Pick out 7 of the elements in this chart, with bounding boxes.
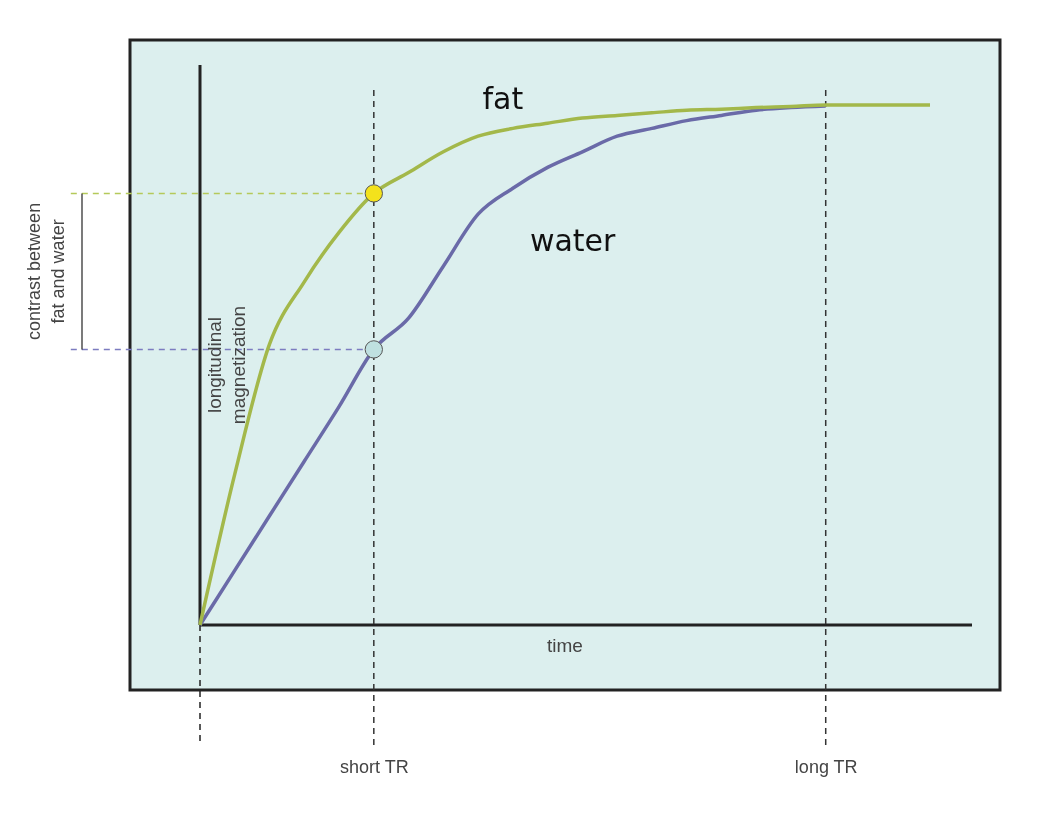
series-label: water [529,223,617,259]
text: contrast between fat and water [24,202,68,340]
series-label: fat [482,81,524,117]
x-axis-title: time [547,635,583,656]
x-tick-label: long TR [794,756,858,777]
y-axis-title: longitudinal magnetization [204,305,249,425]
x-tick-label: short TR [339,756,409,777]
